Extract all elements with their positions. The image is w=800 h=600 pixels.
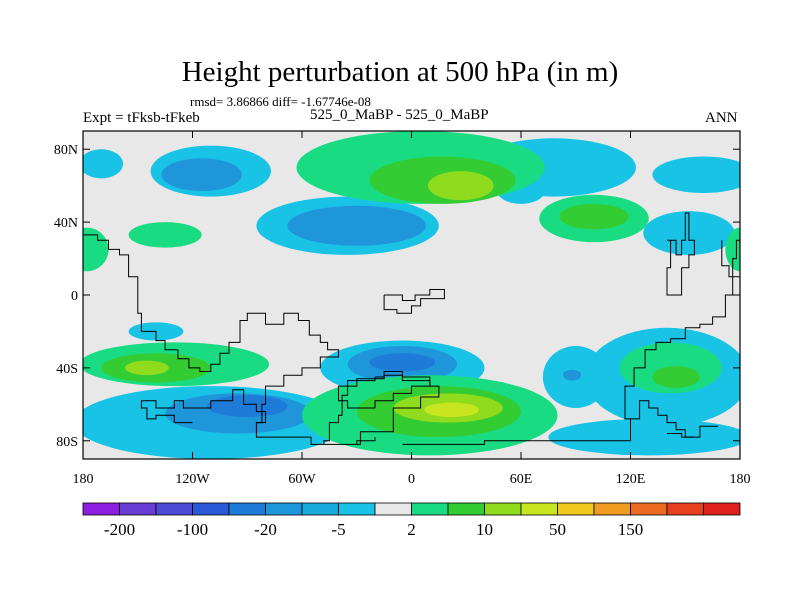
subtitle-label: 525_0_MaBP - 525_0_MaBP <box>310 107 489 123</box>
colorbar-label: 2 <box>407 520 416 539</box>
contour-region-28 <box>369 353 436 372</box>
colorbar-swatch-6 <box>301 502 339 516</box>
contour-region-11 <box>427 171 494 201</box>
colorbar-swatch-0 <box>82 502 120 516</box>
colorbar-label: -20 <box>254 520 277 539</box>
contour-region-35 <box>424 402 480 418</box>
colorbar-label: 150 <box>618 520 644 539</box>
colorbar-swatch-15 <box>630 502 668 516</box>
coastline-3 <box>338 371 431 409</box>
colorbar-swatch-1 <box>119 502 157 516</box>
colorbar-swatch-8 <box>374 502 412 516</box>
colorbar-swatch-10 <box>447 502 485 516</box>
colorbar-swatch-2 <box>155 502 193 516</box>
contour-region-2 <box>161 158 242 192</box>
coastline-4 <box>402 400 695 445</box>
colorbar-swatch-3 <box>192 502 230 516</box>
coastline-9 <box>721 240 740 278</box>
colorbar-label: 10 <box>476 520 493 539</box>
y-tick-label: 80S <box>56 435 78 450</box>
colorbar-label: 50 <box>549 520 566 539</box>
x-tick-label: 60E <box>510 472 533 487</box>
x-tick-label: 180 <box>730 472 751 487</box>
experiment-label: Expt = tFksb-tFkeb <box>83 110 200 126</box>
y-tick-label: 0 <box>71 289 78 304</box>
contour-fill-layer <box>83 131 740 459</box>
colorbar-swatch-9 <box>411 502 449 516</box>
coastline-0 <box>83 234 440 445</box>
x-tick-label: 60W <box>288 472 316 487</box>
colorbar-swatch-14 <box>593 502 631 516</box>
contour-region-31 <box>207 395 288 418</box>
contour-region-25 <box>124 360 169 376</box>
contour-region-1 <box>83 149 124 179</box>
x-tick-label: 180 <box>73 472 94 487</box>
colorbar-swatch-12 <box>520 502 558 516</box>
coastline-1 <box>141 389 266 424</box>
contour-region-7 <box>652 156 740 193</box>
colorbar-swatch-11 <box>484 502 522 516</box>
chart-title: Height perturbation at 500 hPa (in m) <box>181 56 619 88</box>
contour-region-16 <box>725 227 740 272</box>
colorbar-label: -5 <box>331 520 345 539</box>
coastline-8 <box>666 212 695 296</box>
y-tick-label: 40N <box>54 216 78 231</box>
contour-region-4 <box>287 205 427 246</box>
colorbar-swatch-7 <box>338 502 376 516</box>
coastline-7 <box>667 425 719 438</box>
y-tick-label: 80N <box>54 143 78 158</box>
x-tick-label: 120E <box>616 472 646 487</box>
colorbar-swatch-13 <box>557 502 595 516</box>
contour-region-36 <box>548 418 740 456</box>
coastline-6 <box>383 289 445 314</box>
x-tick-label: 0 <box>408 472 415 487</box>
contour-region-14 <box>559 203 629 230</box>
contour-region-15 <box>83 227 109 272</box>
contour-region-22 <box>652 366 700 388</box>
coastline-2 <box>140 400 193 424</box>
season-label: ANN <box>705 110 738 126</box>
colorbar-swatch-17 <box>703 502 741 516</box>
colorbar-swatch-4 <box>228 502 266 516</box>
coastline-layer <box>83 212 740 445</box>
stats-label: rmsd= 3.86866 diff= -1.67746e-08 <box>190 94 371 109</box>
colorbar-label: -100 <box>177 520 208 539</box>
axis-ticks: 180 120W 60W 0 60E 120E 180 80N 40N 0 40S 80S <box>54 131 751 487</box>
colorbar-swatch-5 <box>265 502 303 516</box>
colorbar-swatch-16 <box>666 502 704 516</box>
contour-region-12 <box>128 222 202 248</box>
colorbar-label: -200 <box>104 520 135 539</box>
x-tick-label: 120W <box>175 472 210 487</box>
coastline-5 <box>624 239 740 420</box>
contour-region-20 <box>562 369 582 381</box>
colorbar: -200 -100 -20 -5 2 10 50 150 <box>82 502 741 539</box>
y-tick-label: 40S <box>56 362 78 377</box>
